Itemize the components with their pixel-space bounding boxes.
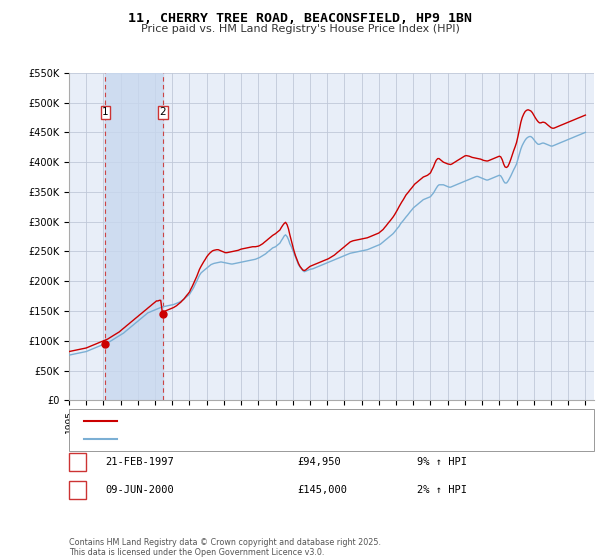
Text: 2: 2 (74, 485, 80, 495)
Bar (106, 73, 163, 400)
Text: 1: 1 (74, 457, 80, 467)
Text: 11, CHERRY TREE ROAD, BEACONSFIELD, HP9 1BN (semi-detached house): 11, CHERRY TREE ROAD, BEACONSFIELD, HP9 … (122, 416, 473, 425)
Text: Contains HM Land Registry data © Crown copyright and database right 2025.
This d: Contains HM Land Registry data © Crown c… (69, 538, 381, 557)
Text: 2% ↑ HPI: 2% ↑ HPI (417, 485, 467, 495)
Text: 09-JUN-2000: 09-JUN-2000 (105, 485, 174, 495)
Text: HPI: Average price, semi-detached house, Buckinghamshire: HPI: Average price, semi-detached house,… (122, 435, 406, 444)
Text: £94,950: £94,950 (297, 457, 341, 467)
Text: 11, CHERRY TREE ROAD, BEACONSFIELD, HP9 1BN: 11, CHERRY TREE ROAD, BEACONSFIELD, HP9 … (128, 12, 472, 25)
Text: 21-FEB-1997: 21-FEB-1997 (105, 457, 174, 467)
Text: 9% ↑ HPI: 9% ↑ HPI (417, 457, 467, 467)
Text: 2: 2 (160, 107, 166, 117)
Text: 1: 1 (102, 107, 109, 117)
Text: £145,000: £145,000 (297, 485, 347, 495)
Text: Price paid vs. HM Land Registry's House Price Index (HPI): Price paid vs. HM Land Registry's House … (140, 24, 460, 34)
